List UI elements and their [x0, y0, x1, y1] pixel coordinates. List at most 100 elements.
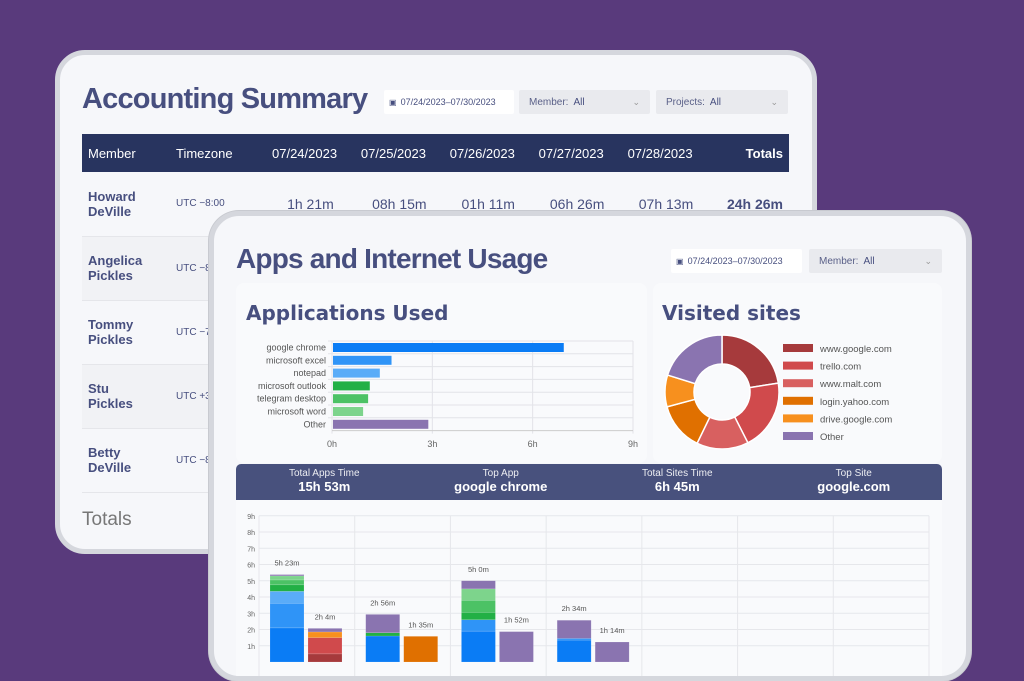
- apps-segment: [556, 639, 592, 663]
- legend-label: Other: [820, 432, 844, 443]
- chevron-down-icon: ⌄: [770, 96, 778, 107]
- y-category-label: microsoft outlook: [258, 381, 327, 391]
- x-tick-label: 6h: [528, 439, 538, 449]
- y-tick-label: 5h: [247, 579, 255, 586]
- apps-segment: [269, 591, 305, 604]
- apps-total-label: 5h 23m: [274, 559, 299, 568]
- sites-segment: [307, 653, 343, 663]
- summary-total-sites: Total Sites Time 6h 45m: [589, 464, 766, 500]
- summary-value: google.com: [817, 479, 891, 494]
- y-category-label: telegram desktop: [257, 394, 326, 404]
- apps-segment: [269, 584, 305, 592]
- col-timezone[interactable]: Timezone: [170, 134, 266, 172]
- y-category-label: microsoft excel: [266, 355, 326, 365]
- y-tick-label: 3h: [247, 611, 255, 618]
- x-tick-label: 3h: [427, 439, 437, 449]
- last-name: DeVille: [88, 203, 132, 219]
- y-tick-label: 8h: [247, 530, 255, 537]
- summary-label: Total Apps Time: [288, 468, 360, 479]
- summary-value: 15h 53m: [298, 479, 351, 494]
- apps-segment: [269, 627, 305, 663]
- projects-label: Projects:: [666, 96, 705, 108]
- apps-total-label: 2h 34m: [562, 604, 587, 613]
- sites-segment: [307, 631, 343, 638]
- first-name: Howard: [88, 188, 136, 204]
- member-name: Stu Pickles: [82, 364, 170, 429]
- member-name: Tommy Pickles: [82, 300, 170, 365]
- summary-top-app: Top App google chrome: [413, 464, 590, 500]
- applications-panel: Applications Used 0h 3h 6h 9h google chrome m…: [236, 283, 647, 463]
- sites-segment: [307, 628, 343, 633]
- sites-segment: [499, 631, 534, 663]
- member-name: Angelica Pickles: [82, 236, 170, 301]
- page-title: Accounting Summary: [82, 83, 368, 115]
- sites-total-label: 1h 14m: [600, 626, 625, 635]
- bar-google-chrome: [333, 343, 564, 352]
- y-tick-label: 1h: [247, 644, 255, 651]
- donut-slice: [666, 334, 723, 385]
- y-category-label: google chrome: [266, 343, 326, 353]
- col-date[interactable]: 07/27/2023: [532, 134, 622, 172]
- legend-swatch: [783, 379, 813, 388]
- date-range-picker[interactable]: ▣ 07/24/2023–07/30/2023: [384, 90, 514, 114]
- daily-usage-stacked-chart: 9h 8h 7h 6h 5h 4h 3h 2h 1h 5h 23m 2h 4m 2h 56m 1h 35…: [236, 500, 942, 676]
- member-dropdown[interactable]: Member: All ⌄: [519, 90, 650, 114]
- legend-swatch: [783, 344, 813, 352]
- projects-dropdown[interactable]: Projects: All ⌄: [656, 90, 788, 114]
- apps-usage-card: Apps and Internet Usage ▣ 07/24/2023–07/3…: [209, 211, 971, 681]
- member-name: Howard DeVille: [82, 172, 170, 237]
- visited-sites-donut-chart: www.google.com trello.com www.malt.com logi…: [664, 334, 892, 450]
- last-name: Pickles: [88, 332, 133, 347]
- calendar-icon: ▣: [389, 97, 397, 107]
- apps-segment: [269, 579, 305, 586]
- y-tick-label: 4h: [247, 595, 255, 602]
- sites-total-label: 2h 4m: [315, 612, 336, 621]
- summary-value: google chrome: [454, 479, 548, 494]
- bar-microsoft-excel: [333, 355, 392, 365]
- visited-sites-title: Visited sites: [662, 301, 801, 325]
- summary-label: Top Site: [835, 468, 872, 479]
- member-label: Member:: [529, 96, 569, 108]
- legend-swatch: [783, 432, 813, 440]
- col-totals[interactable]: Totals: [710, 134, 789, 172]
- member-value: All: [863, 255, 875, 267]
- apps-segment: [365, 614, 400, 633]
- apps-segment: [461, 630, 496, 663]
- sites-segment: [307, 637, 343, 655]
- col-date[interactable]: 07/26/2023: [443, 134, 533, 172]
- calendar-icon: ▣: [676, 256, 684, 266]
- usage-title: Apps and Internet Usage: [236, 243, 548, 274]
- member-label: Member:: [819, 255, 859, 267]
- col-date[interactable]: 07/28/2023: [621, 134, 711, 172]
- chevron-down-icon: ⌄: [924, 255, 932, 266]
- apps-total-label: 5h 0m: [468, 565, 489, 574]
- apps-segment: [269, 575, 305, 581]
- first-name: Tommy: [88, 317, 134, 332]
- summary-value: 6h 45m: [654, 479, 700, 494]
- apps-segment: [556, 619, 592, 639]
- date-range-text: 07/24/2023–07/30/2023: [687, 256, 783, 266]
- y-category-label: notepad: [293, 368, 326, 378]
- usage-member-dropdown[interactable]: Member: All ⌄: [809, 249, 942, 273]
- last-name: DeVille: [88, 460, 132, 475]
- apps-segment: [461, 588, 496, 601]
- summary-label: Top App: [482, 468, 519, 479]
- col-member[interactable]: Member: [82, 134, 170, 172]
- y-tick-label: 9h: [247, 514, 255, 521]
- usage-date-range-picker[interactable]: ▣ 07/24/2023–07/30/2023: [671, 249, 802, 273]
- legend-label: www.google.com: [819, 344, 892, 355]
- apps-total-label: 2h 56m: [370, 598, 395, 607]
- applications-bar-chart: 0h 3h 6h 9h google chrome microsoft excel note…: [257, 340, 638, 449]
- summary-bar: Total Apps Time 15h 53m Top App google chr…: [236, 464, 942, 500]
- summary-label: Total Sites Time: [641, 468, 713, 479]
- col-date[interactable]: 07/24/2023: [266, 134, 355, 172]
- bar-telegram-desktop: [333, 394, 369, 404]
- member-name: Betty DeVille: [82, 428, 170, 493]
- legend-swatch: [783, 414, 813, 423]
- member-value: All: [573, 96, 585, 108]
- y-tick-label: 2h: [247, 628, 255, 635]
- sites-segment: [594, 641, 630, 663]
- y-tick-label: 6h: [247, 563, 255, 570]
- col-date[interactable]: 07/25/2023: [354, 134, 444, 172]
- y-category-label: microsoft word: [267, 407, 326, 417]
